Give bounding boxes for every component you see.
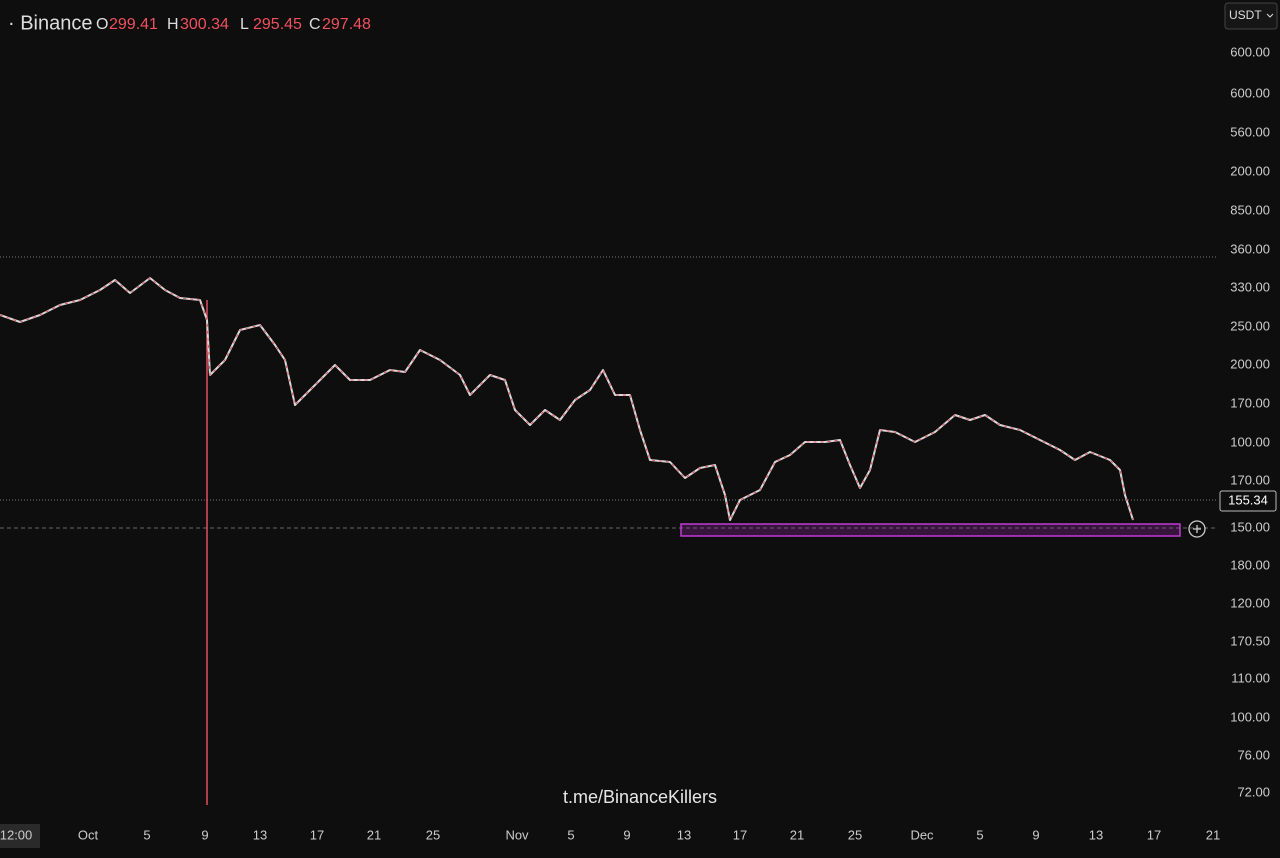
ohlc-key: O <box>96 16 108 33</box>
exchange-name: · Binance <box>8 12 93 34</box>
y-axis-label: 150.00 <box>1230 519 1270 534</box>
y-axis-label: 850.00 <box>1230 202 1270 217</box>
x-axis-label: 9 <box>1032 827 1039 842</box>
ohlc-value: 295.45 <box>253 16 302 33</box>
y-axis-label: 120.00 <box>1230 595 1270 610</box>
price-badge-box <box>1219 490 1277 512</box>
y-axis-label: 330.00 <box>1230 279 1270 294</box>
x-axis-label: 21 <box>1206 827 1220 842</box>
y-axis-label: 170.00 <box>1230 472 1270 487</box>
x-axis-label: 9 <box>623 827 630 842</box>
chevron <box>1266 13 1274 18</box>
add-button[interactable] <box>1188 520 1206 538</box>
currency-label: USDT <box>1229 8 1262 22</box>
add-icon <box>1193 525 1201 533</box>
x-axis-label: 5 <box>143 827 150 842</box>
x-axis-label: Dec <box>910 827 934 842</box>
y-axis-label: 200.00 <box>1230 356 1270 371</box>
x-axis-label: 5 <box>567 827 574 842</box>
y-axis-label: 180.00 <box>1230 557 1270 572</box>
price-badge: 155.34 <box>1228 492 1268 507</box>
ohlc-key: C <box>309 16 321 33</box>
currency-button[interactable] <box>1224 2 1278 30</box>
x-axis-label: 9 <box>201 827 208 842</box>
y-axis-label: 250.00 <box>1230 318 1270 333</box>
y-axis-label: 600.00 <box>1230 85 1270 100</box>
y-axis-label: 170.00 <box>1230 395 1270 410</box>
y-axis-label: 360.00 <box>1230 241 1270 256</box>
x-axis-label: 21 <box>790 827 804 842</box>
x-axis-label: 25 <box>426 827 440 842</box>
ohlc-value: 300.34 <box>180 16 229 33</box>
watermark: t.me/BinanceKillers <box>563 787 717 807</box>
ohlc-value: 299.41 <box>109 16 158 33</box>
x-axis-label: 17 <box>733 827 747 842</box>
x-axis-label: Oct <box>78 827 99 842</box>
y-axis-label: 76.00 <box>1237 747 1270 762</box>
ohlc-value: 297.48 <box>322 16 371 33</box>
support-zone <box>680 523 1181 537</box>
labels: O 299.41 H 300.34 L 295.45 C 297.48 600.00 600.00… <box>0 16 1270 842</box>
y-axis-label: 600.00 <box>1230 44 1270 59</box>
y-axis-label: 110.00 <box>1231 670 1270 685</box>
x-axis-label: 13 <box>677 827 691 842</box>
x-axis-label: 25 <box>848 827 862 842</box>
x-axis-label: 21 <box>367 827 381 842</box>
ohlc-key: L <box>240 16 249 33</box>
y-axis-label: 200.00 <box>1230 163 1270 178</box>
x-axis-label: 17 <box>1147 827 1161 842</box>
y-axis-label: 100.00 <box>1230 434 1270 449</box>
ohlc-key: H <box>167 16 179 33</box>
y-axis-label: 100.00 <box>1230 709 1270 724</box>
y-axis-label: 560.00 <box>1230 124 1270 139</box>
time-highlight <box>0 824 40 848</box>
x-axis-label: 12:00 <box>0 827 32 842</box>
x-axis-label: 13 <box>253 827 267 842</box>
x-axis-label: 5 <box>976 827 983 842</box>
x-axis-label: 13 <box>1089 827 1103 842</box>
price-trace <box>0 277 1134 521</box>
x-axis-label: Nov <box>505 827 529 842</box>
y-axis-label: 72.00 <box>1237 784 1270 799</box>
y-axis-label: 170.50 <box>1230 633 1270 648</box>
x-axis-label: 17 <box>310 827 324 842</box>
